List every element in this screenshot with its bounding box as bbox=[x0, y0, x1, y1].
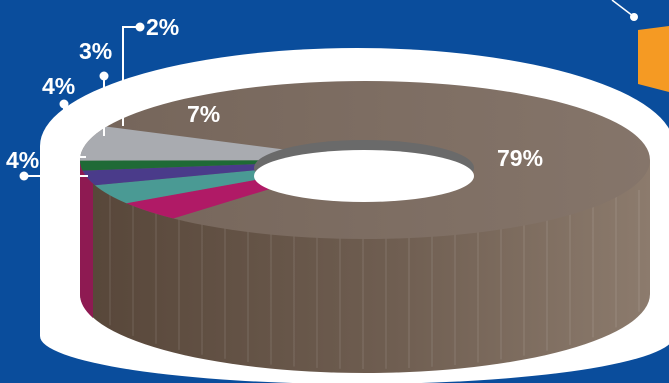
leader-slice-3-dot bbox=[99, 71, 109, 81]
data-label-slice-1: 4% bbox=[6, 147, 39, 173]
donut-hole bbox=[254, 150, 474, 202]
data-labels: 79%7%4%4%3%2% bbox=[6, 14, 543, 173]
data-label-slice-4: 2% bbox=[146, 14, 179, 40]
corner-accent-line bbox=[611, 0, 634, 17]
side-wall-magenta-strip bbox=[79, 160, 93, 318]
leader-slice-2-line bbox=[63, 104, 86, 158]
data-label-slice-2: 4% bbox=[42, 73, 75, 99]
leader-slice-1-dot bbox=[19, 171, 29, 181]
label-leaders bbox=[19, 22, 145, 181]
leader-slice-4-line bbox=[122, 26, 140, 126]
leader-slice-2-dot bbox=[59, 99, 69, 109]
leader-slice-4-dot bbox=[135, 22, 145, 32]
corner-accent-dot bbox=[630, 13, 638, 21]
donut-top bbox=[80, 81, 650, 239]
corner-accent-shape bbox=[638, 26, 669, 92]
data-label-slice-3: 3% bbox=[79, 38, 112, 64]
data-label-slice-0: 79% bbox=[497, 145, 543, 171]
data-label-slice-5: 7% bbox=[187, 101, 220, 127]
